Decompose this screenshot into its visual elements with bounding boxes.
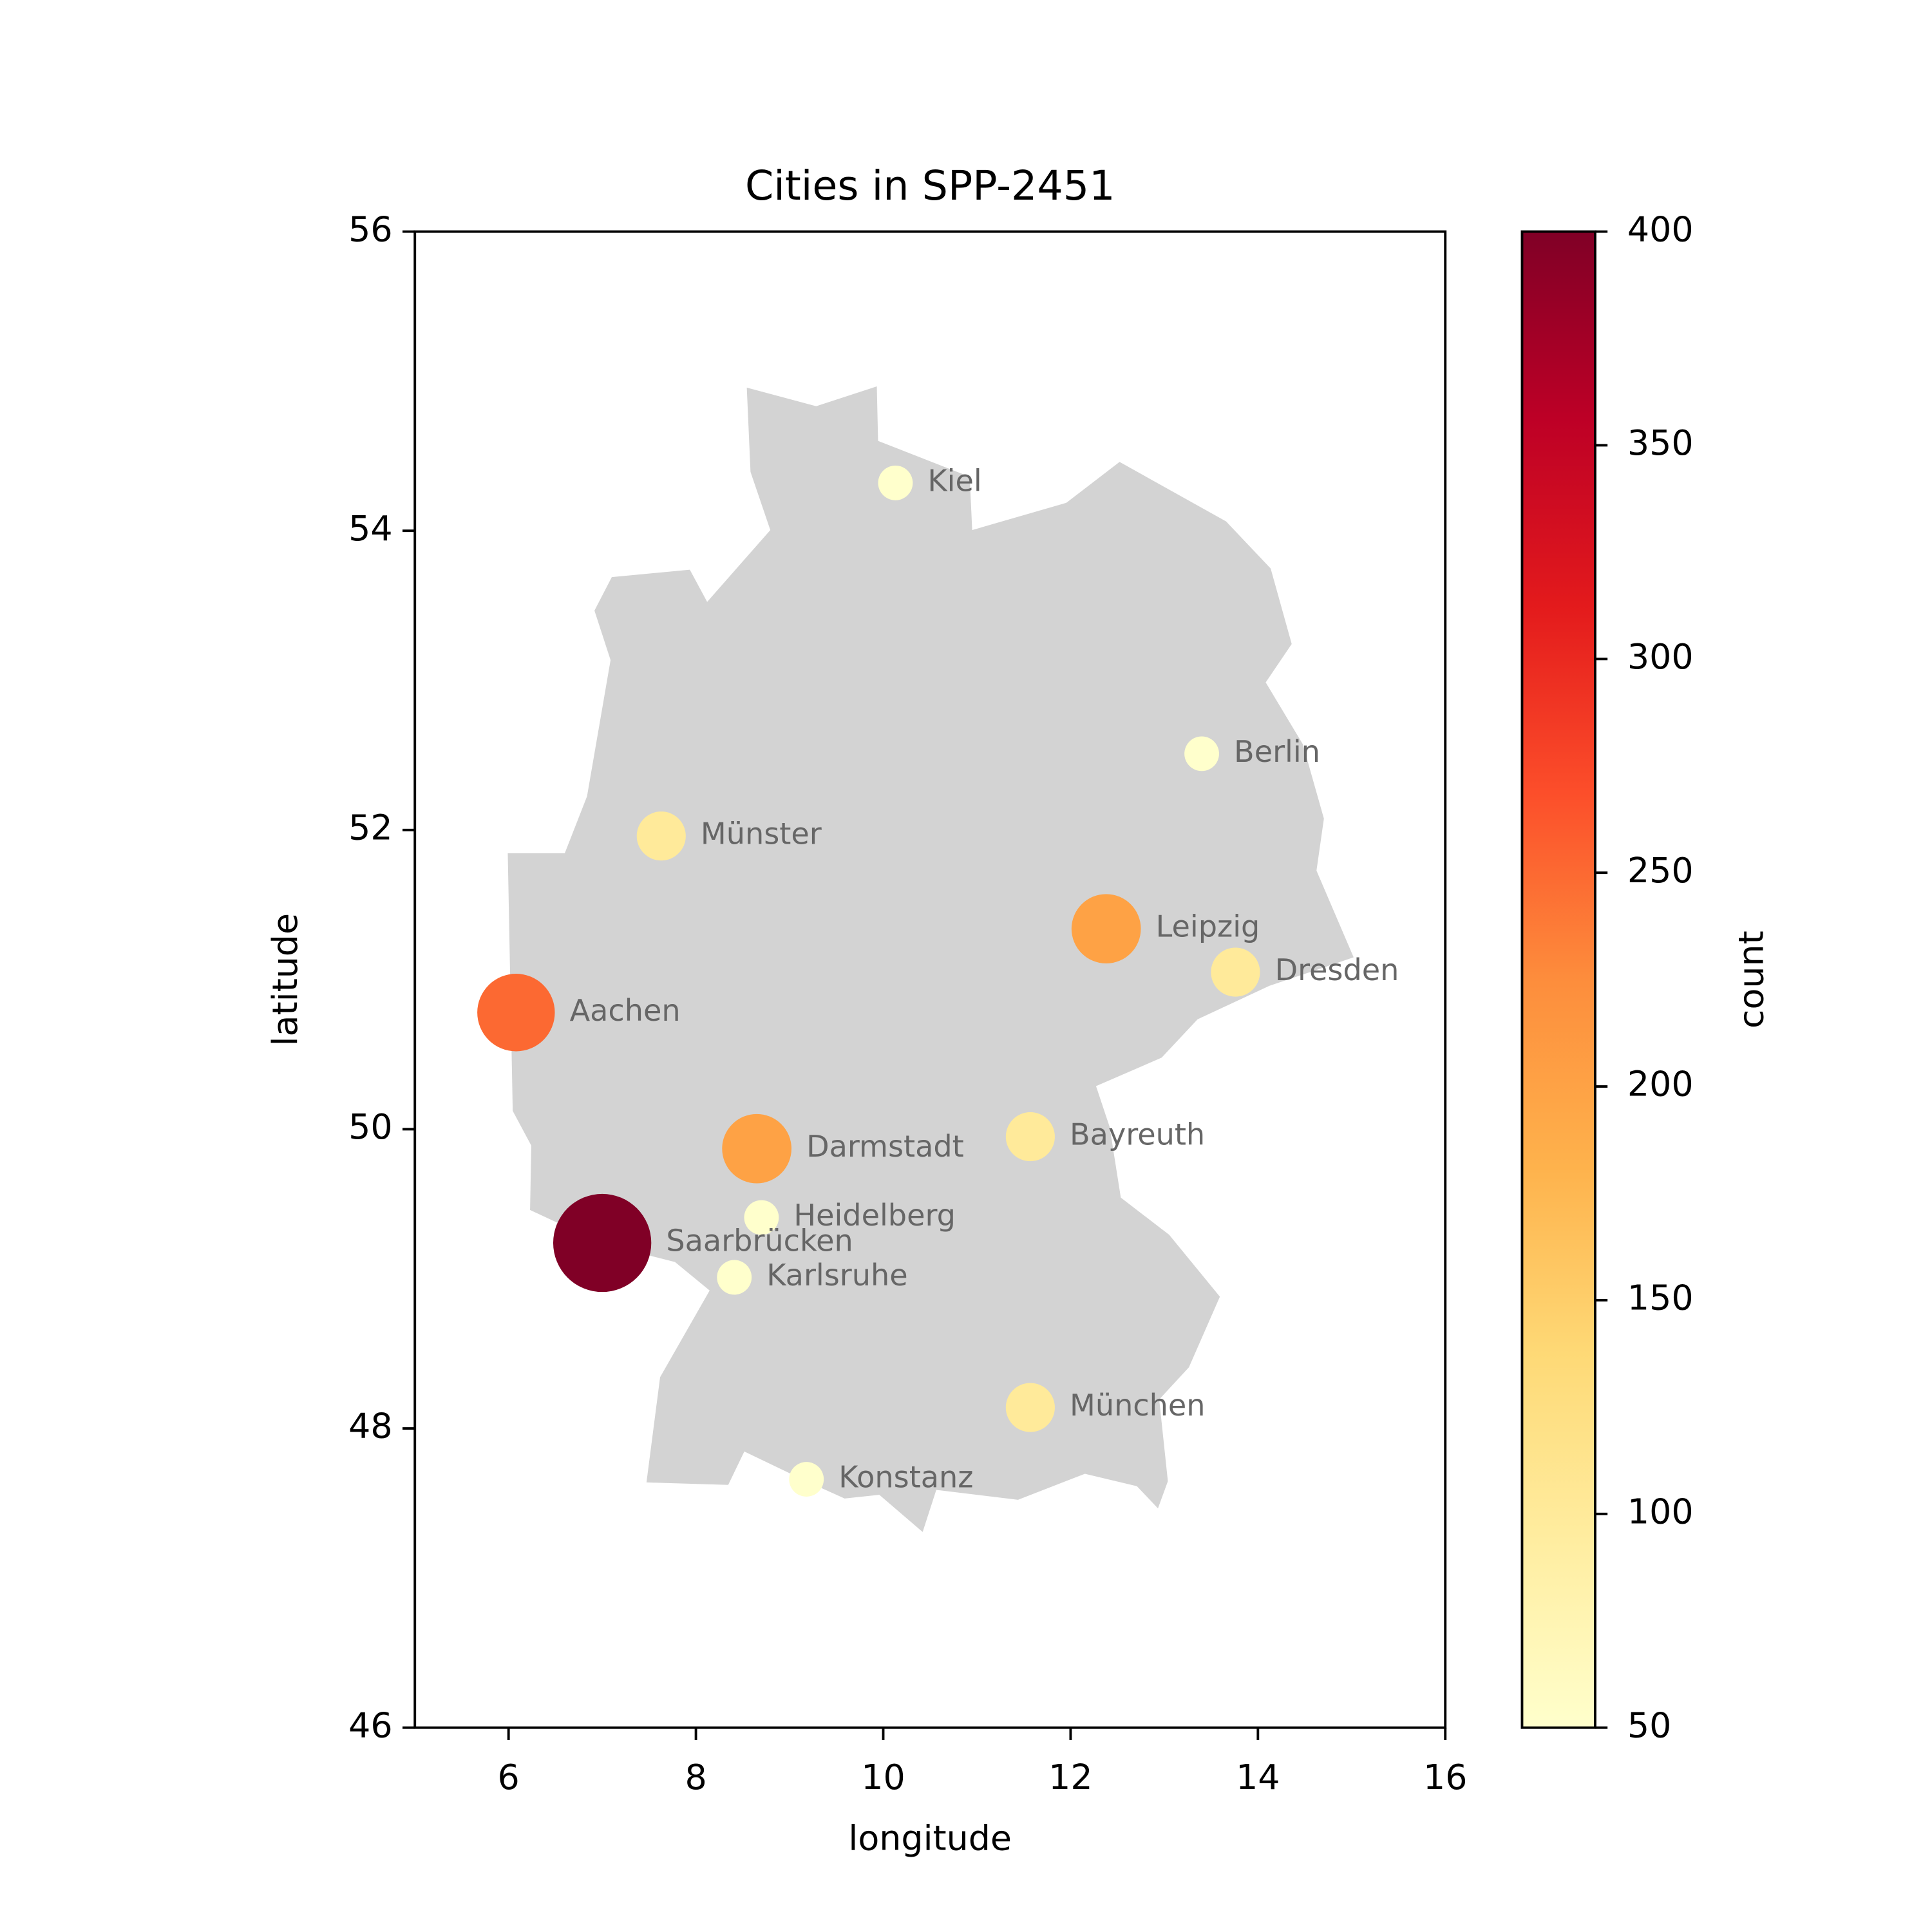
colorbar-label: count	[1731, 931, 1772, 1028]
x-tick-label: 16	[1423, 1757, 1468, 1797]
y-axis-label: latitude	[265, 913, 305, 1046]
city-marker	[553, 1193, 652, 1293]
city-marker	[1005, 1383, 1055, 1432]
colorbar-tick-label: 400	[1627, 209, 1694, 249]
x-tick-label: 8	[685, 1757, 706, 1797]
city-label: Saarbrücken	[666, 1224, 853, 1258]
city-marker	[1071, 894, 1141, 964]
city-label: Dresden	[1275, 952, 1399, 987]
city-label: Münster	[701, 817, 822, 851]
city-label: München	[1070, 1388, 1206, 1423]
germany-outline	[507, 386, 1354, 1532]
city-label: Konstanz	[838, 1460, 973, 1495]
colorbar-tick-label: 350	[1627, 422, 1694, 463]
colorbar	[1520, 230, 1596, 1729]
plot-frame	[413, 230, 1447, 1729]
city-marker	[722, 1113, 791, 1184]
x-tick-label: 12	[1048, 1757, 1093, 1797]
y-tick-label: 56	[348, 209, 392, 249]
colorbar-tick-label: 150	[1627, 1278, 1694, 1318]
city-label: Bayreuth	[1070, 1117, 1205, 1152]
y-tick-label: 50	[348, 1106, 392, 1147]
x-tick-label: 14	[1236, 1757, 1280, 1797]
city-marker	[636, 811, 686, 861]
colorbar-tick-label: 250	[1627, 850, 1694, 891]
chart-title: Cities in SPP-2451	[745, 162, 1115, 209]
y-tick-label: 48	[348, 1406, 392, 1446]
city-marker	[1005, 1112, 1055, 1162]
colorbar-tick-label: 100	[1627, 1491, 1694, 1531]
city-label: Aachen	[570, 993, 681, 1028]
city-label: Heidelberg	[793, 1198, 956, 1233]
city-label: Karlsruhe	[766, 1258, 907, 1293]
y-tick-label: 54	[348, 508, 392, 549]
x-tick-label: 6	[498, 1757, 520, 1797]
city-marker	[744, 1200, 779, 1235]
x-axis-label: longitude	[848, 1817, 1012, 1858]
city-label: Berlin	[1234, 734, 1320, 769]
city-label: Kiel	[927, 463, 981, 498]
colorbar-tick-label: 50	[1627, 1705, 1672, 1745]
colorbar-tick-label: 300	[1627, 636, 1694, 677]
x-tick-label: 10	[861, 1757, 905, 1797]
y-tick-label: 52	[348, 807, 392, 848]
city-marker	[1184, 736, 1219, 772]
city-marker	[717, 1260, 752, 1295]
city-marker	[1211, 947, 1260, 997]
y-tick-label: 46	[348, 1705, 392, 1745]
city-label: Leipzig	[1156, 909, 1260, 944]
colorbar-tick-label: 200	[1627, 1064, 1694, 1104]
city-marker	[878, 465, 913, 500]
city-marker	[477, 974, 555, 1052]
city-label: Darmstadt	[806, 1129, 964, 1164]
city-marker	[789, 1462, 824, 1497]
